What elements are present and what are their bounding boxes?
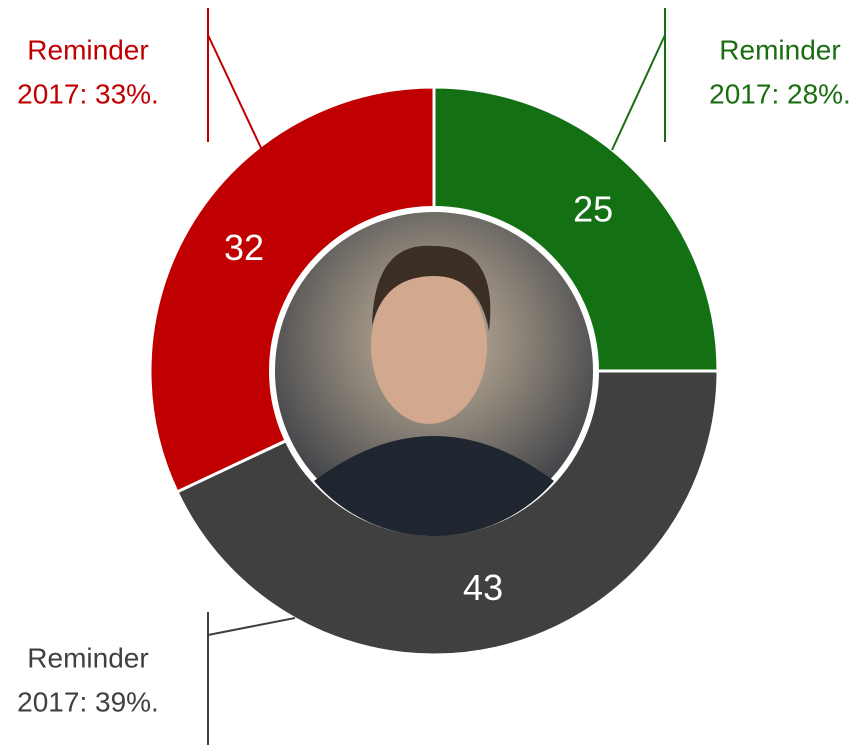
data-label: 32: [224, 227, 264, 268]
annotation-leader: [612, 35, 665, 150]
chart: 25 43 32 Reminder 2017: 28%. Reminder 2017: 39…: [0, 0, 864, 747]
annotation-leader: [208, 35, 262, 150]
annotation-text: 2017: 28%.: [709, 78, 851, 109]
annotation-text: 2017: 39%.: [17, 686, 159, 717]
annotation-text: Reminder: [27, 34, 148, 65]
annotation-leader: [208, 618, 295, 635]
data-label: 25: [573, 188, 613, 229]
annotation-text: Reminder: [27, 642, 148, 673]
annotation-text: Reminder: [719, 34, 840, 65]
data-label: 43: [463, 567, 503, 608]
annotation-text: 2017: 33%.: [17, 78, 159, 109]
